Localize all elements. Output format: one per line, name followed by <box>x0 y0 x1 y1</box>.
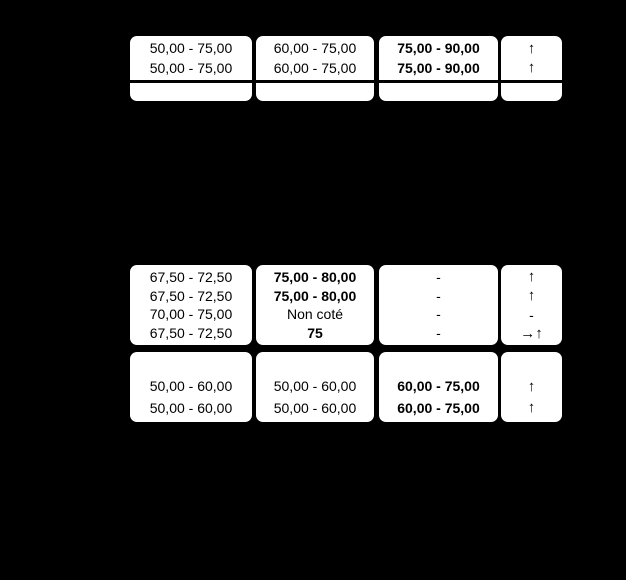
price-cell: - - - - <box>379 265 498 345</box>
up-arrow-icon: ↑ <box>527 268 536 286</box>
price-cell-values: 50,00 - 75,00 50,00 - 75,00 <box>130 36 252 83</box>
empty-row <box>501 83 562 101</box>
up-arrow-icon: ↑ <box>527 39 536 57</box>
price-value: 50,00 - 60,00 <box>149 399 233 416</box>
price-cell: 75,00 - 80,00 75,00 - 80,00 Non coté 75 <box>256 265 374 345</box>
empty-row <box>379 83 498 101</box>
trend-cell: ↑ ↑ - →↑ <box>501 265 562 345</box>
right-up-arrow-icon: →↑ <box>520 324 543 342</box>
price-value: 75,00 - 80,00 <box>273 287 357 304</box>
price-value: 60,00 - 75,00 <box>397 378 480 395</box>
price-cell-values: 50,00 - 60,00 50,00 - 60,00 <box>130 372 252 422</box>
price-cell-values: 67,50 - 72,50 67,50 - 72,50 70,00 - 75,0… <box>130 265 252 345</box>
price-value: 67,50 - 72,50 <box>149 287 233 304</box>
dash-value: - <box>436 325 441 342</box>
not-quoted-label: Non coté <box>286 306 344 323</box>
price-value: 75,00 - 80,00 <box>273 268 357 285</box>
price-cell: 50,00 - 75,00 50,00 - 75,00 <box>130 36 252 101</box>
price-cell-values: 75,00 - 80,00 75,00 - 80,00 Non coté 75 <box>256 265 374 345</box>
empty-row <box>130 83 252 101</box>
price-cell-values: 50,00 - 60,00 50,00 - 60,00 <box>256 372 374 422</box>
price-value: 75,00 - 90,00 <box>397 59 480 76</box>
dash-value: - <box>436 306 441 323</box>
price-value: 50,00 - 75,00 <box>149 40 233 57</box>
up-arrow-icon: ↑ <box>527 287 536 305</box>
price-value: 50,00 - 60,00 <box>149 378 233 395</box>
price-cell: 50,00 - 60,00 50,00 - 60,00 <box>256 352 374 422</box>
price-cell-values: - - - - <box>379 265 498 345</box>
dash-value: - <box>529 306 534 323</box>
price-value: 50,00 - 75,00 <box>149 59 233 76</box>
up-arrow-icon: ↑ <box>527 59 536 77</box>
price-value: 75 <box>307 325 323 342</box>
price-cell-values: 60,00 - 75,00 60,00 - 75,00 <box>379 372 498 422</box>
price-value: 67,50 - 72,50 <box>149 325 233 342</box>
price-value: 50,00 - 60,00 <box>273 399 357 416</box>
empty-row <box>256 83 374 101</box>
price-cell-values: 60,00 - 75,00 60,00 - 75,00 <box>256 36 374 83</box>
price-value: 60,00 - 75,00 <box>397 399 480 416</box>
price-cell: 67,50 - 72,50 67,50 - 72,50 70,00 - 75,0… <box>130 265 252 345</box>
empty-row <box>130 352 252 372</box>
price-value: 70,00 - 75,00 <box>149 306 233 323</box>
trend-cell-values: ↑ ↑ - →↑ <box>501 265 562 345</box>
price-value: 60,00 - 75,00 <box>273 59 357 76</box>
price-cell: 60,00 - 75,00 60,00 - 75,00 <box>256 36 374 101</box>
price-cell: 60,00 - 75,00 60,00 - 75,00 <box>379 352 498 422</box>
price-value: 60,00 - 75,00 <box>273 40 357 57</box>
trend-cell-values: ↑ ↑ <box>501 372 562 422</box>
dash-value: - <box>436 268 441 285</box>
price-value: 75,00 - 90,00 <box>397 40 480 57</box>
empty-row <box>501 352 562 372</box>
price-value: 67,50 - 72,50 <box>149 268 233 285</box>
price-cell-values: 75,00 - 90,00 75,00 - 90,00 <box>379 36 498 83</box>
trend-cell: ↑ ↑ <box>501 352 562 422</box>
trend-cell: ↑ ↑ <box>501 36 562 101</box>
dash-value: - <box>436 287 441 304</box>
up-arrow-icon: ↑ <box>527 399 536 417</box>
up-arrow-icon: ↑ <box>527 377 536 395</box>
price-cell: 50,00 - 60,00 50,00 - 60,00 <box>130 352 252 422</box>
price-cell: 75,00 - 90,00 75,00 - 90,00 <box>379 36 498 101</box>
trend-cell-values: ↑ ↑ <box>501 36 562 83</box>
price-value: 50,00 - 60,00 <box>273 378 357 395</box>
empty-row <box>256 352 374 372</box>
empty-row <box>379 352 498 372</box>
